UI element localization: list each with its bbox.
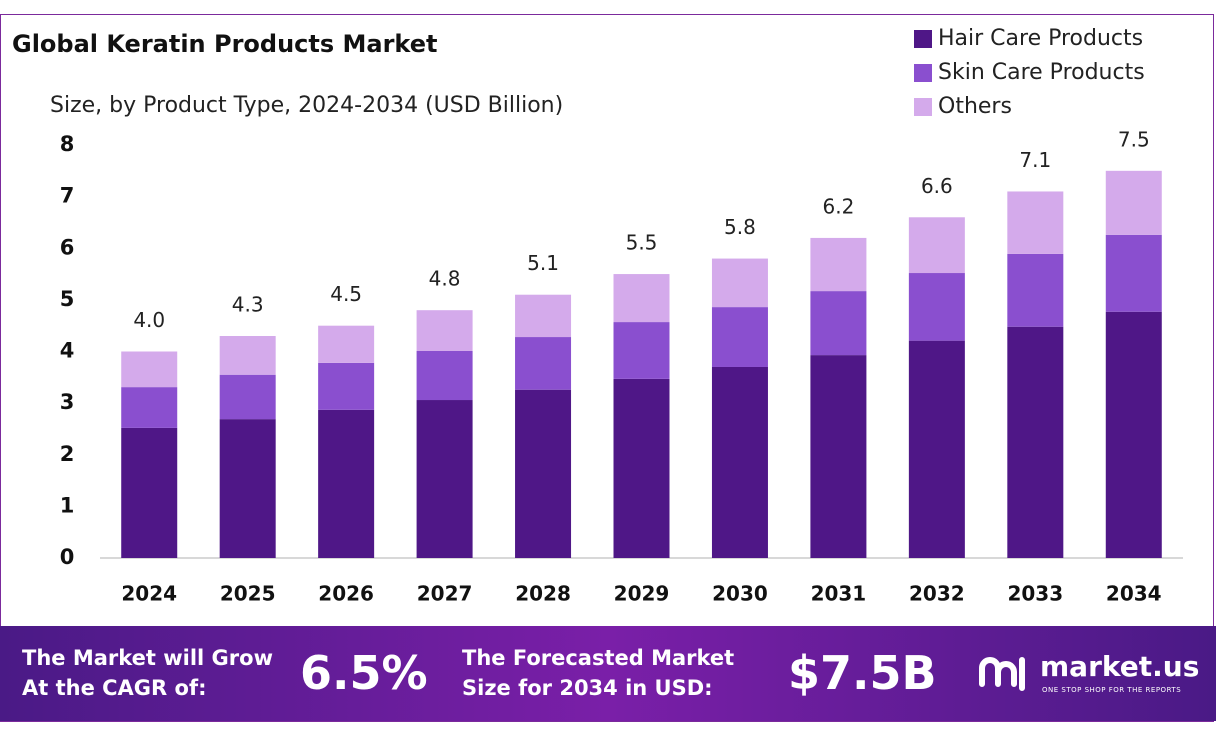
y-tick-label: 6 — [60, 235, 75, 259]
x-tick-label: 2033 — [1007, 582, 1063, 606]
forecast-label: The Forecasted Market Size for 2034 in US… — [462, 643, 734, 703]
x-tick-label: 2030 — [712, 582, 768, 606]
bar-segment — [515, 337, 572, 390]
total-label: 4.8 — [429, 267, 461, 291]
y-tick-label: 8 — [60, 132, 75, 156]
bar-segment — [908, 217, 965, 274]
y-tick-label: 5 — [60, 287, 75, 311]
x-tick-label: 2034 — [1106, 582, 1162, 606]
total-label: 6.2 — [823, 194, 855, 218]
bar-segment — [121, 427, 178, 558]
bar-segment — [318, 325, 375, 363]
y-tick-label: 0 — [60, 545, 75, 569]
text: At the CAGR of: — [22, 676, 207, 700]
bar-segment — [1105, 234, 1162, 312]
bar-segment — [515, 389, 572, 558]
y-tick-label: 4 — [60, 339, 75, 363]
bar-segment — [711, 307, 768, 367]
bar-segment — [121, 351, 178, 388]
x-tick-label: 2031 — [811, 582, 867, 606]
total-label: 5.1 — [527, 251, 559, 275]
text: The Market will Grow — [22, 646, 273, 670]
y-tick-label: 3 — [60, 390, 75, 414]
chart-subtitle: Size, by Product Type, 2024-2034 (USD Bi… — [50, 93, 563, 118]
bar-segment — [1105, 170, 1162, 235]
y-tick-label: 2 — [60, 442, 75, 466]
bar-segment — [908, 273, 965, 341]
legend-label: Hair Care Products — [938, 26, 1143, 51]
bar-segment — [416, 350, 473, 401]
tagline: ONE STOP SHOP FOR THE REPORTS — [1042, 686, 1182, 694]
x-tick-label: 2026 — [318, 582, 374, 606]
bar-segment — [121, 387, 178, 428]
bar-segment — [219, 336, 276, 375]
text: The Forecasted Market — [462, 646, 735, 670]
legend-swatch — [914, 64, 932, 82]
total-label: 6.6 — [921, 174, 953, 198]
bar-segment — [318, 409, 375, 558]
cagr-value: 6.5% — [300, 646, 428, 700]
bar-segment — [219, 374, 276, 420]
bar-segment — [810, 355, 867, 558]
total-label: 4.0 — [133, 308, 165, 332]
total-label: 5.8 — [724, 215, 756, 239]
bar-segment — [416, 310, 473, 351]
forecast-value: $7.5B — [788, 646, 937, 700]
bar-segment — [613, 274, 670, 323]
bar-segment — [908, 340, 965, 558]
legend-label: Skin Care Products — [938, 60, 1145, 85]
bar-segment — [1105, 311, 1162, 558]
x-tick-label: 2029 — [614, 582, 670, 606]
total-label: 5.5 — [626, 231, 658, 255]
bar-segment — [613, 322, 670, 379]
total-label: 4.3 — [232, 293, 264, 317]
bar-segment — [1007, 191, 1064, 254]
legend-swatch — [914, 98, 932, 116]
bar-segment — [810, 237, 867, 292]
bar-segment — [515, 294, 572, 338]
bar-segment — [613, 378, 670, 558]
bar-segment — [1007, 253, 1064, 327]
cagr-label: The Market will Grow At the CAGR of: — [22, 643, 273, 703]
y-tick-label: 7 — [60, 184, 75, 208]
footer: The Market will Grow At the CAGR of: 6.5%… — [0, 626, 1216, 721]
bar-segment — [711, 258, 768, 308]
total-label: 7.5 — [1118, 127, 1150, 151]
bar-segment — [1007, 326, 1064, 558]
bar-segment — [810, 291, 867, 356]
x-tick-label: 2025 — [220, 582, 276, 606]
total-label: 7.1 — [1019, 148, 1051, 172]
x-tick-label: 2032 — [909, 582, 965, 606]
logo-icon — [979, 657, 1025, 691]
brand: market.us — [1040, 650, 1200, 683]
bar-segment — [416, 400, 473, 558]
frame — [0, 14, 1214, 722]
bar-segment — [219, 419, 276, 558]
x-tick-label: 2027 — [417, 582, 473, 606]
bar-segment — [318, 362, 375, 410]
legend-label: Others — [938, 94, 1012, 119]
chart-title: Global Keratin Products Market — [12, 30, 438, 58]
x-tick-label: 2024 — [121, 582, 177, 606]
y-tick-label: 1 — [60, 493, 75, 517]
text: Size for 2034 in USD: — [462, 676, 713, 700]
legend-swatch — [914, 30, 932, 48]
x-tick-label: 2028 — [515, 582, 571, 606]
chart: Global Keratin Products Market Size, by … — [12, 26, 1183, 606]
total-label: 4.5 — [330, 282, 362, 306]
bar-segment — [711, 366, 768, 558]
